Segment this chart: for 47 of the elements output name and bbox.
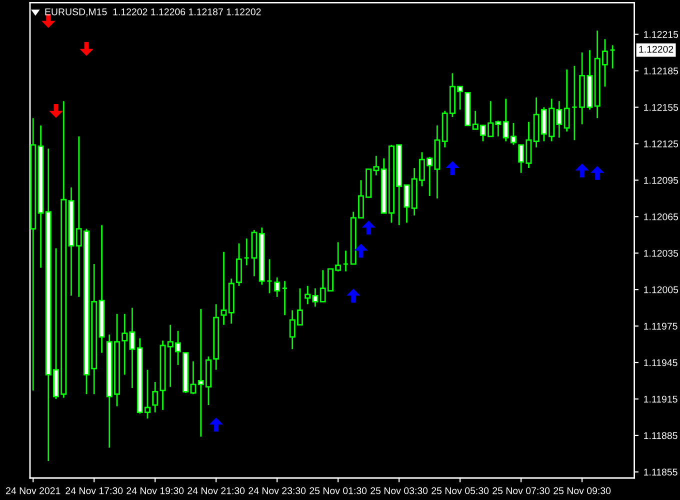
y-tick-label: 1.11945 bbox=[644, 359, 678, 366]
candlestick bbox=[129, 307, 136, 389]
x-tick-label: 25 Nov 07:30 bbox=[492, 487, 550, 494]
point bbox=[354, 244, 368, 258]
y-tick-label: 1.12095 bbox=[644, 176, 678, 184]
x-tick-label: 25 Nov 01:30 bbox=[310, 487, 367, 494]
x-tick-label: 24 Nov 21:30 bbox=[188, 487, 245, 494]
y-tick-label: 1.11855 bbox=[644, 468, 678, 476]
candlestick bbox=[244, 238, 250, 266]
candlestick bbox=[236, 242, 242, 287]
point bbox=[209, 418, 224, 432]
candlestick bbox=[610, 44, 616, 70]
point bbox=[575, 164, 590, 178]
y-tick-label: 1.11975 bbox=[644, 322, 678, 330]
candlestick bbox=[571, 65, 578, 141]
point bbox=[362, 220, 376, 235]
point bbox=[346, 288, 360, 303]
y-tick-label: 1.12215 bbox=[644, 31, 678, 38]
candlestick bbox=[282, 280, 288, 316]
x-tick-label: 24 Nov 23:30 bbox=[248, 487, 306, 494]
x-tick-label: 25 Nov 03:30 bbox=[370, 487, 428, 494]
point bbox=[80, 42, 94, 56]
candlestick bbox=[564, 68, 570, 132]
candlestick bbox=[274, 276, 280, 298]
point bbox=[49, 104, 63, 118]
candlestick bbox=[342, 250, 349, 272]
y-tick-label: 1.12125 bbox=[644, 140, 678, 148]
y-tick-label: 1.11915 bbox=[644, 396, 678, 403]
x-tick-label: 25 Nov 09:30 bbox=[554, 487, 611, 494]
text: EURUSD,M15 1.12202 1.12206 1.12187 1.12202 bbox=[45, 8, 261, 16]
point bbox=[446, 161, 460, 175]
y-tick-label: 1.12005 bbox=[644, 286, 678, 294]
candlestick bbox=[190, 360, 196, 395]
y-tick-label: 1.12065 bbox=[644, 213, 678, 220]
y-tick-label: 1.11885 bbox=[644, 432, 678, 440]
x-tick-label: 24 Nov 19:30 bbox=[126, 487, 184, 494]
x-tick-label: 24 Nov 17:30 bbox=[66, 487, 123, 494]
y-tick-label: 1.12155 bbox=[644, 104, 678, 111]
x-tick-label: 25 Nov 05:30 bbox=[432, 487, 489, 494]
candlestick bbox=[220, 251, 227, 326]
y-tick-label: 1.12185 bbox=[644, 68, 678, 74]
point bbox=[590, 166, 604, 180]
candlestick bbox=[266, 258, 272, 294]
y-tick-label: 1.12035 bbox=[644, 250, 678, 257]
x-tick-label: 24 Nov 2021 bbox=[6, 487, 60, 494]
candlestick bbox=[152, 381, 158, 414]
text: 1.12202 bbox=[639, 46, 674, 53]
